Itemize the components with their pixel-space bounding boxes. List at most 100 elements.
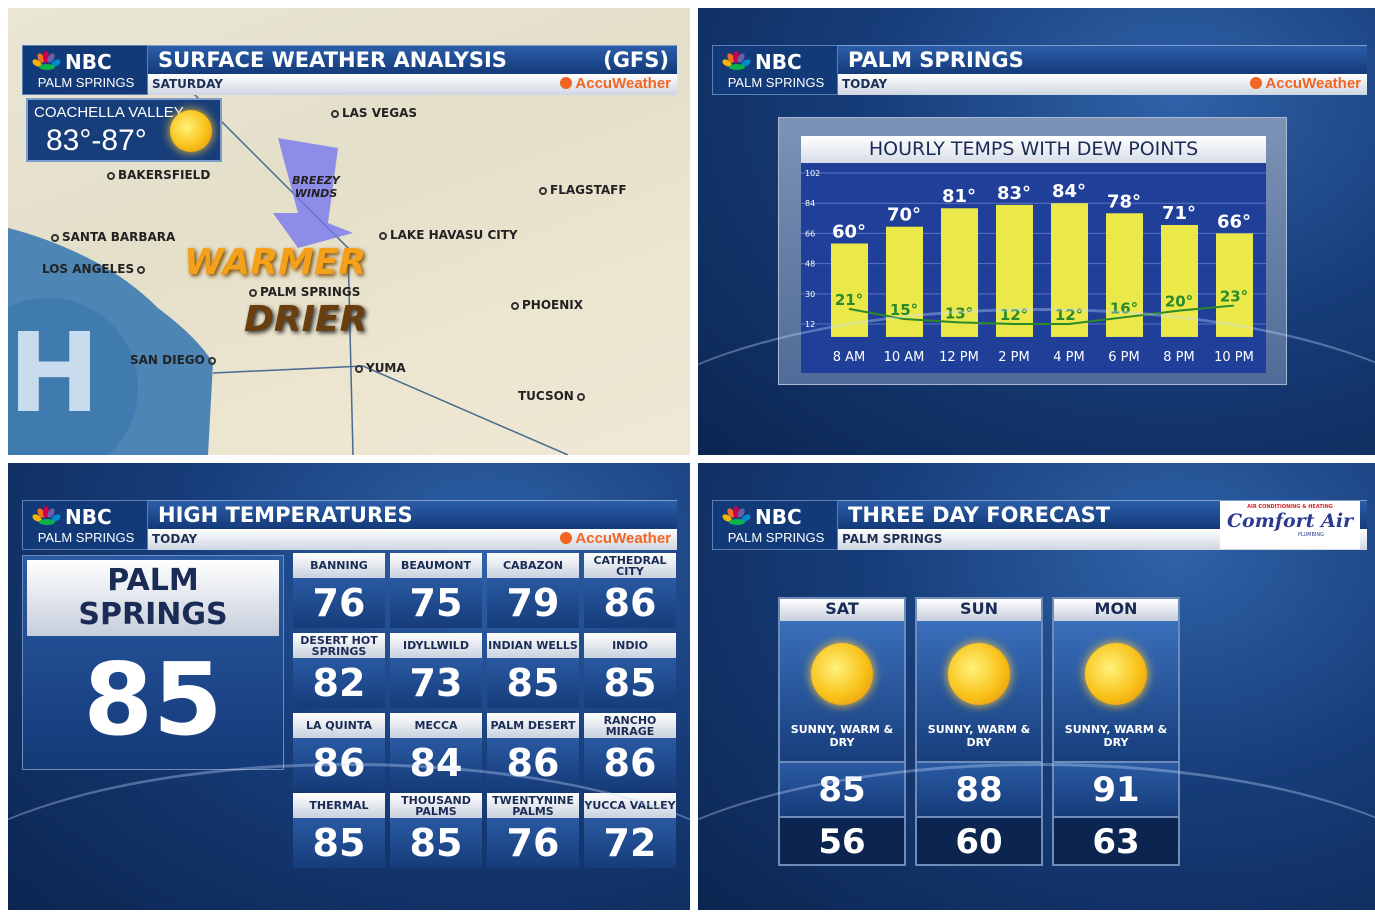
- city-temp: 86: [584, 578, 676, 628]
- city-temp-cell: IDYLLWILD 73: [390, 633, 482, 708]
- city-label: PHOENIX: [508, 298, 583, 312]
- day-label: SAT: [780, 599, 904, 621]
- y-tick-label: 30: [805, 290, 815, 299]
- city-temp-cell: BANNING 76: [293, 553, 385, 628]
- city-temp: 72: [584, 818, 676, 868]
- city-name: INDIO: [584, 633, 676, 658]
- city-label: FLAGSTAFF: [536, 183, 627, 197]
- city-temp-cell: TWENTYNINE PALMS 76: [487, 793, 579, 868]
- temp-label: 60°: [832, 221, 866, 242]
- city-name: MECCA: [390, 713, 482, 738]
- wind-label: BREEZY WINDS: [292, 174, 340, 200]
- chart-title: HOURLY TEMPS WITH DEW POINTS: [801, 136, 1266, 163]
- high-temperatures-panel: NBC PALM SPRINGS HIGH TEMPERATURES TODAY…: [8, 463, 690, 910]
- sun-icon: [948, 643, 1010, 705]
- city-temp-cell: LA QUINTA 86: [293, 713, 385, 788]
- city-temp: 86: [293, 738, 385, 788]
- temp-label: 78°: [1107, 191, 1141, 212]
- city-name: CABAZON: [487, 553, 579, 578]
- x-tick-label: 10 PM: [1214, 350, 1254, 365]
- header: NBC PALM SPRINGS HIGH TEMPERATURES TODAY…: [22, 500, 677, 550]
- dew-point-label: 13°: [945, 304, 973, 322]
- forecast-day-sat: SAT SUNNY, WARM & DRY 85 56: [778, 597, 906, 866]
- accuweather-logo: AccuWeather: [560, 75, 671, 92]
- temp-bar: [1216, 233, 1253, 337]
- x-tick-label: 2 PM: [998, 350, 1029, 365]
- peacock-icon: [32, 506, 61, 525]
- panel-title: HIGH TEMPERATURES: [148, 500, 677, 529]
- low-temp: 56: [780, 816, 904, 864]
- city-label: LAS VEGAS: [328, 106, 417, 120]
- city-label: LAKE HAVASU CITY: [376, 228, 518, 242]
- condition-text: SUNNY, WARM & DRY: [790, 723, 894, 749]
- city-temp-cell: BEAUMONT 75: [390, 553, 482, 628]
- accuweather-sun-icon: [1250, 77, 1263, 89]
- panel-title: PALM SPRINGS: [838, 45, 1367, 74]
- dew-point-label: 16°: [1110, 299, 1138, 317]
- city-temp-cell: CATHEDRAL CITY 86: [584, 553, 676, 628]
- surface-analysis-panel: H NBC PALM SPRINGS SURFACE WEATHER ANALY…: [8, 8, 690, 455]
- y-tick-label: 66: [805, 229, 815, 238]
- city-name: YUCCA VALLEY: [584, 793, 676, 818]
- y-tick-label: 102: [805, 169, 820, 178]
- panel-subtitle: SATURDAY AccuWeather: [148, 74, 677, 95]
- city-temp: 84: [390, 738, 482, 788]
- city-name: THOUSAND PALMS: [390, 793, 482, 818]
- city-temp: 75: [390, 578, 482, 628]
- city-temp: 86: [487, 738, 579, 788]
- high-temp: 85: [780, 761, 904, 816]
- city-temp-cell: PALM DESERT 86: [487, 713, 579, 788]
- city-name: INDIAN WELLS: [487, 633, 579, 658]
- city-name: DESERT HOT SPRINGS: [293, 633, 385, 658]
- dew-point-label: 12°: [1000, 306, 1028, 324]
- temp-label: 71°: [1162, 203, 1196, 224]
- y-tick-label: 48: [805, 260, 815, 269]
- temp-bar: [1051, 203, 1088, 337]
- dew-point-label: 15°: [890, 301, 918, 319]
- peacock-icon: [722, 506, 751, 525]
- dew-point-label: 23°: [1220, 288, 1248, 306]
- hourly-temps-panel: NBC PALM SPRINGS PALM SPRINGS TODAY AccuW…: [698, 8, 1375, 455]
- city-label: TUCSON: [518, 389, 588, 403]
- header: NBC PALM SPRINGS PALM SPRINGS TODAY AccuW…: [712, 45, 1367, 95]
- temp-label: 70°: [887, 205, 921, 226]
- accuweather-logo: AccuWeather: [1250, 75, 1361, 92]
- low-temp: 63: [1054, 816, 1178, 864]
- panel-title: SURFACE WEATHER ANALYSIS (GFS): [148, 45, 677, 74]
- temp-bar: [831, 243, 868, 337]
- accuweather-sun-icon: [560, 532, 573, 544]
- peacock-icon: [722, 51, 751, 70]
- high-temp: 88: [917, 761, 1041, 816]
- coachella-badge: COACHELLA VALLEY 83°-87°: [26, 98, 222, 162]
- forecast-day-sun: SUN SUNNY, WARM & DRY 88 60: [915, 597, 1043, 866]
- temp-label: 84°: [1052, 181, 1086, 202]
- wind-arrow-icon: [273, 138, 353, 248]
- sun-icon: [811, 643, 873, 705]
- city-temp: 82: [293, 658, 385, 708]
- accuweather-logo: AccuWeather: [560, 530, 671, 547]
- condition-text: SUNNY, WARM & DRY: [1064, 723, 1168, 749]
- city-name: BEAUMONT: [390, 553, 482, 578]
- city-name: TWENTYNINE PALMS: [487, 793, 579, 818]
- main-city-card: PALM SPRINGS 85: [22, 555, 284, 770]
- forecast-day-mon: MON SUNNY, WARM & DRY 91 63: [1052, 597, 1180, 866]
- high-temp: 91: [1054, 761, 1178, 816]
- city-label: SAN DIEGO: [130, 353, 219, 367]
- x-tick-label: 8 AM: [833, 350, 866, 365]
- temp-bar: [941, 208, 978, 337]
- city-temp-cell: RANCHO MIRAGE 86: [584, 713, 676, 788]
- city-label: BAKERSFIELD: [104, 168, 210, 182]
- y-tick-label: 12: [805, 320, 815, 329]
- city-temp-cell: CABAZON 79: [487, 553, 579, 628]
- temp-label: 83°: [997, 183, 1031, 204]
- panel-subtitle: TODAY AccuWeather: [838, 74, 1367, 95]
- city-temp: 85: [390, 818, 482, 868]
- nbc-logo: NBC PALM SPRINGS: [22, 45, 148, 95]
- city-temp: 73: [390, 658, 482, 708]
- three-day-forecast-panel: NBC PALM SPRINGS THREE DAY FORECAST PALM…: [698, 463, 1375, 910]
- city-temp: 85: [584, 658, 676, 708]
- city-temp-cell: INDIAN WELLS 85: [487, 633, 579, 708]
- city-temp: 79: [487, 578, 579, 628]
- x-tick-label: 10 AM: [884, 350, 925, 365]
- temp-bar: [1161, 225, 1198, 337]
